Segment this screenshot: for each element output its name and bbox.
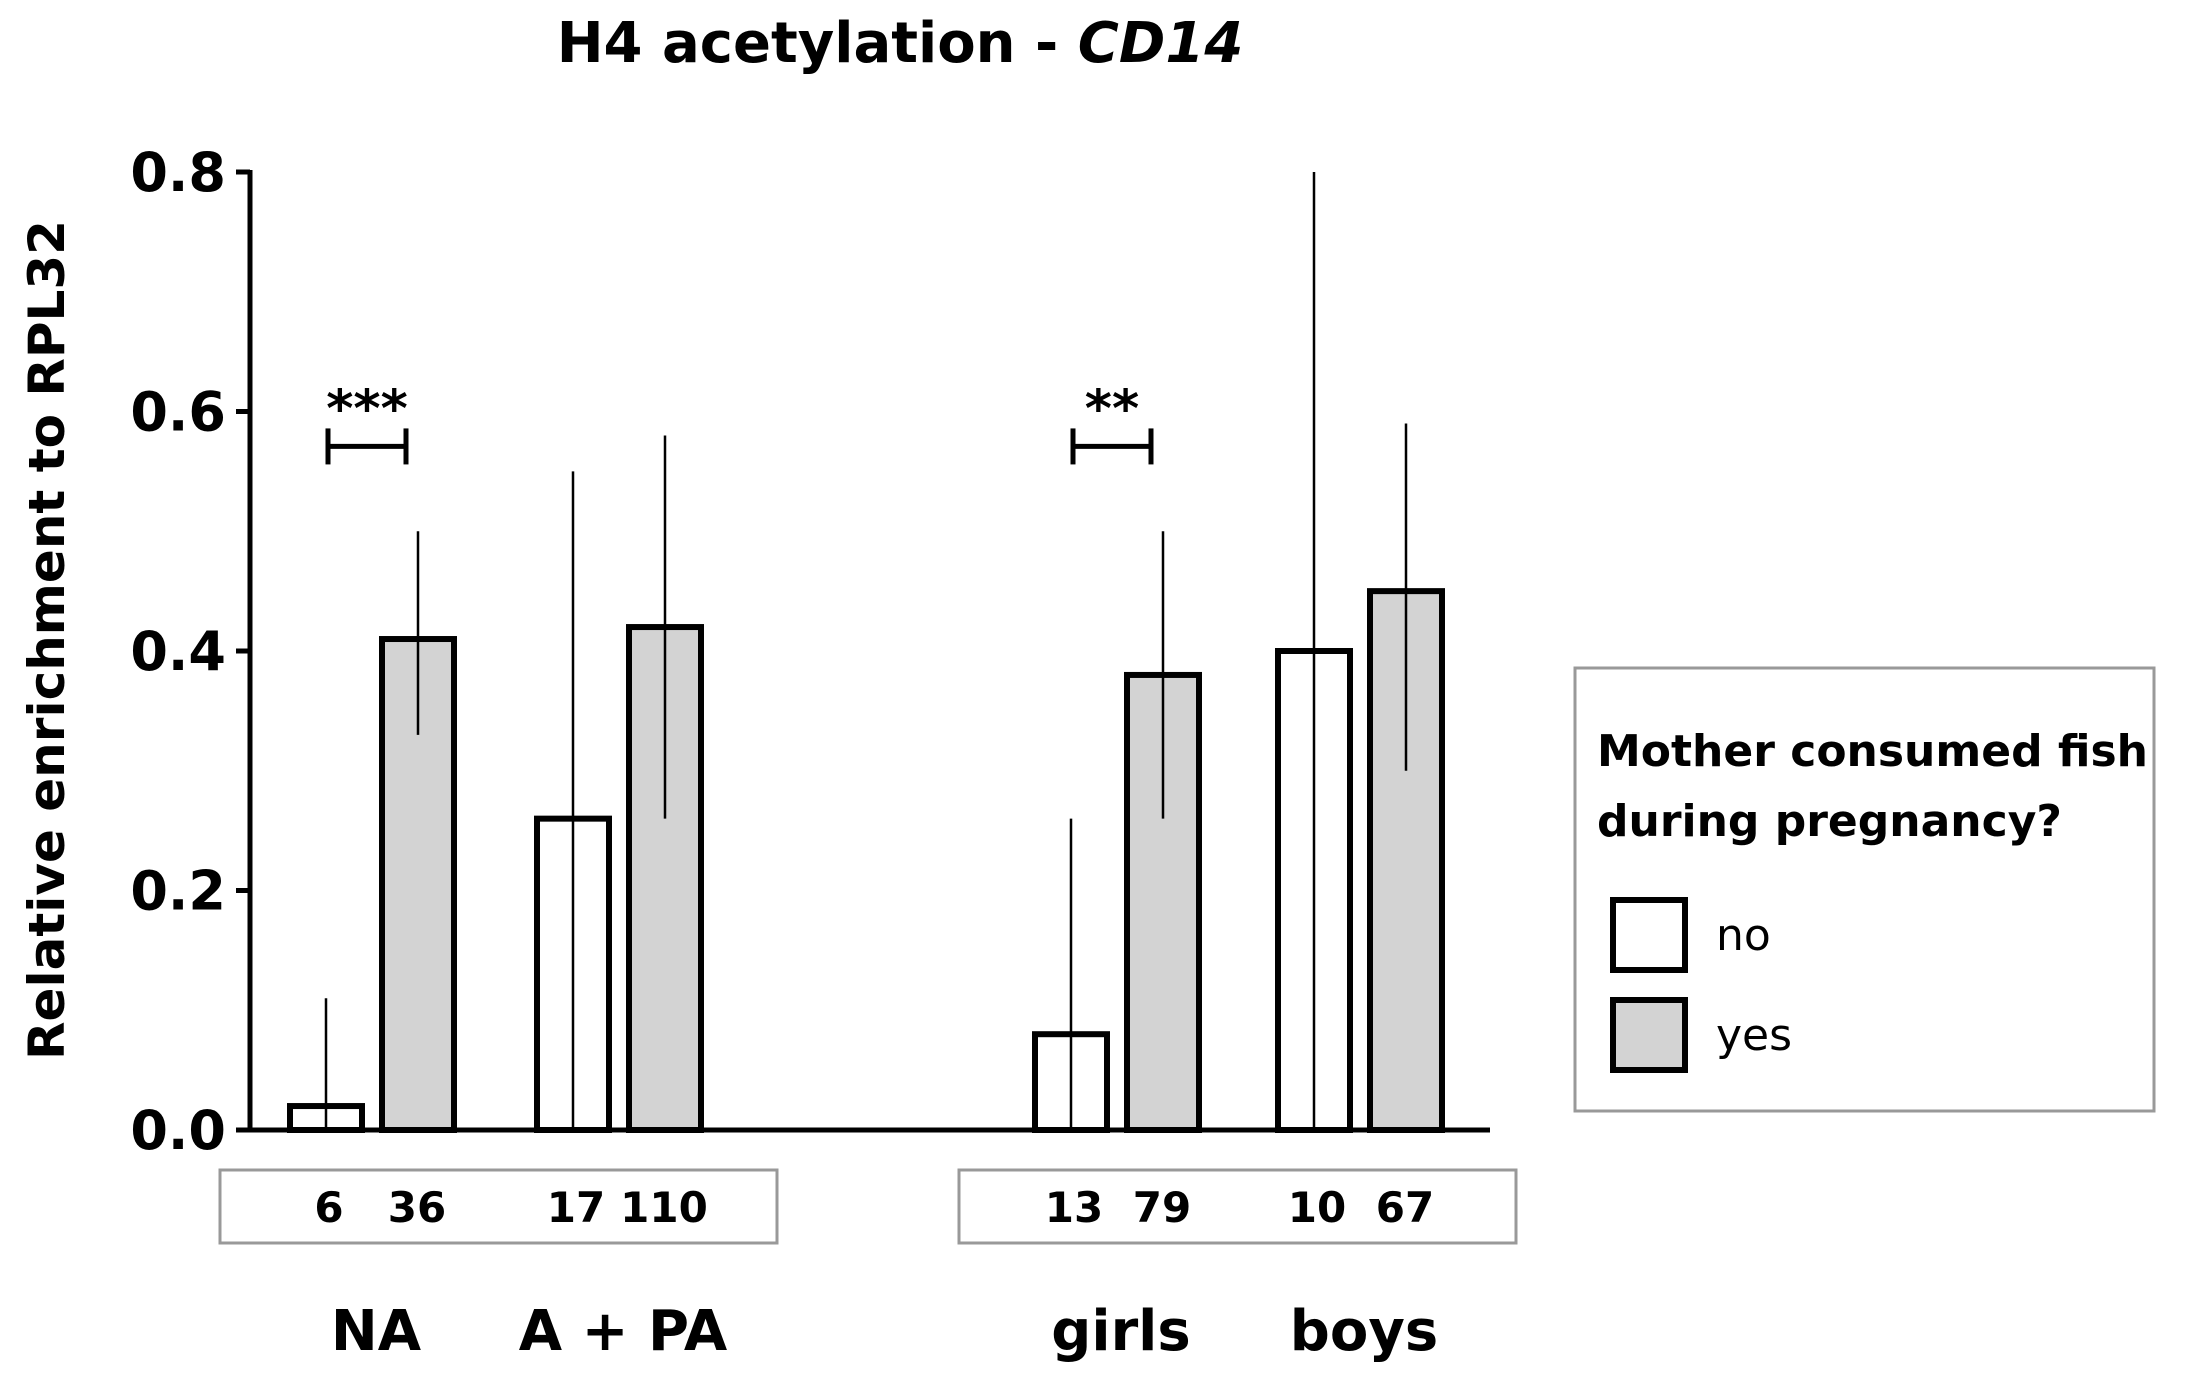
legend-label-yes: yes xyxy=(1716,1010,1792,1061)
y-tick-label: 0.6 xyxy=(130,381,226,444)
n-count-yes-2: 79 xyxy=(1133,1183,1191,1232)
category-label: girls xyxy=(1051,1299,1190,1364)
n-count-no-2: 13 xyxy=(1045,1183,1103,1232)
n-count-yes-3: 67 xyxy=(1376,1183,1434,1232)
legend-frame xyxy=(1573,666,2156,1113)
n-count-yes-1: 110 xyxy=(620,1183,708,1232)
y-tick-label: 0.8 xyxy=(130,141,226,204)
category-label: boys xyxy=(1290,1299,1438,1364)
legend: Mother consumed fish during pregnancy? n… xyxy=(1573,666,2156,1113)
legend-title-line1: Mother consumed fish xyxy=(1597,726,2148,777)
y-tick-label: 0.2 xyxy=(130,860,226,923)
sig-stars-1: ** xyxy=(1085,379,1139,439)
legend-swatch-no xyxy=(1610,897,1688,973)
n-count-no-0: 6 xyxy=(314,1183,343,1232)
chart-title-gene: CD14 xyxy=(1078,11,1244,76)
n-count-box-1 xyxy=(957,1168,1518,1245)
sig-stars-0: *** xyxy=(326,379,408,439)
plot-area: 0.0 0.2 0.4 0.6 0.8 6 17 13 10 36 110 79 67 NA A + PA g… xyxy=(130,141,1518,1364)
category-label: A + PA xyxy=(519,1299,728,1364)
chart-title: H4 acetylation - CD14 xyxy=(557,11,1244,76)
legend-swatch-yes xyxy=(1610,997,1688,1073)
chart-title-main: H4 acetylation - xyxy=(557,11,1078,76)
y-tick-label: 0.0 xyxy=(130,1099,226,1162)
n-count-box-0 xyxy=(218,1168,779,1245)
y-tick-label: 0.4 xyxy=(130,620,226,683)
category-label: NA xyxy=(331,1299,422,1364)
n-count-yes-0: 36 xyxy=(388,1183,446,1232)
y-axis-label: Relative enrichment to RPL32 xyxy=(18,220,76,1060)
legend-title-line2: during pregnancy? xyxy=(1597,796,2062,847)
n-count-no-3: 10 xyxy=(1288,1183,1346,1232)
n-count-no-1: 17 xyxy=(547,1183,605,1232)
legend-label-no: no xyxy=(1716,910,1771,961)
